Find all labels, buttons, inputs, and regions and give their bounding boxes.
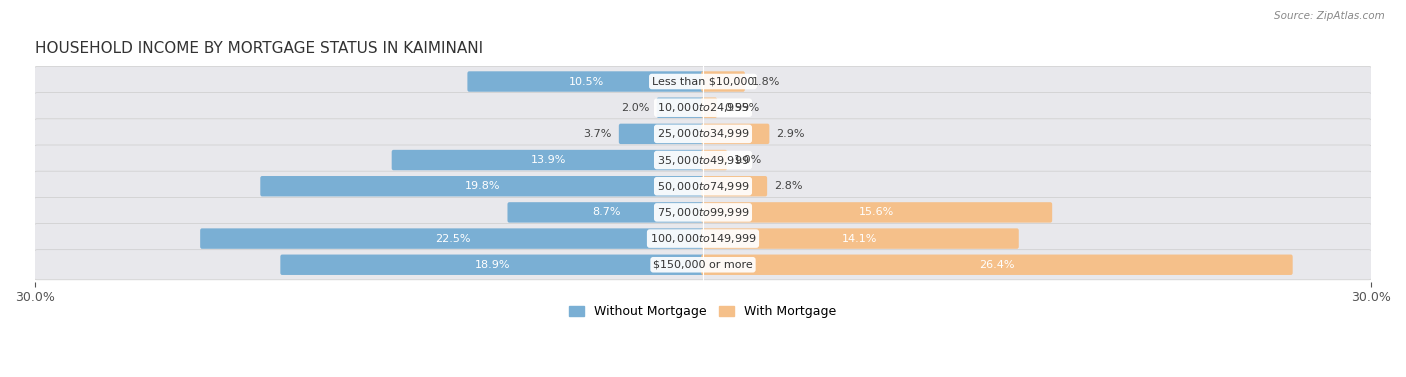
FancyBboxPatch shape [34,119,1372,149]
FancyBboxPatch shape [702,228,1019,249]
Text: $25,000 to $34,999: $25,000 to $34,999 [657,127,749,140]
Text: 1.0%: 1.0% [734,155,762,165]
Text: 18.9%: 18.9% [475,260,510,270]
FancyBboxPatch shape [702,71,745,92]
FancyBboxPatch shape [467,71,704,92]
Text: $75,000 to $99,999: $75,000 to $99,999 [657,206,749,219]
Text: 14.1%: 14.1% [842,234,877,244]
Text: $150,000 or more: $150,000 or more [654,260,752,270]
Text: 8.7%: 8.7% [592,207,620,218]
FancyBboxPatch shape [34,145,1372,175]
Text: $35,000 to $49,999: $35,000 to $49,999 [657,153,749,167]
FancyBboxPatch shape [34,93,1372,123]
FancyBboxPatch shape [200,228,704,249]
Text: $10,000 to $24,999: $10,000 to $24,999 [657,101,749,114]
Legend: Without Mortgage, With Mortgage: Without Mortgage, With Mortgage [564,300,842,323]
FancyBboxPatch shape [508,202,704,222]
FancyBboxPatch shape [34,197,1372,227]
Text: 22.5%: 22.5% [434,234,470,244]
Text: 13.9%: 13.9% [530,155,567,165]
FancyBboxPatch shape [702,124,769,144]
FancyBboxPatch shape [34,224,1372,254]
FancyBboxPatch shape [657,98,704,118]
FancyBboxPatch shape [619,124,704,144]
Text: 2.8%: 2.8% [775,181,803,191]
Text: 26.4%: 26.4% [979,260,1015,270]
FancyBboxPatch shape [702,254,1292,275]
Text: 1.8%: 1.8% [752,77,780,86]
Text: Source: ZipAtlas.com: Source: ZipAtlas.com [1274,11,1385,21]
FancyBboxPatch shape [702,98,717,118]
Text: 0.55%: 0.55% [724,103,759,113]
Text: 15.6%: 15.6% [859,207,894,218]
FancyBboxPatch shape [260,176,704,196]
FancyBboxPatch shape [392,150,704,170]
Text: $100,000 to $149,999: $100,000 to $149,999 [650,232,756,245]
FancyBboxPatch shape [34,171,1372,201]
FancyBboxPatch shape [702,202,1052,222]
FancyBboxPatch shape [702,176,768,196]
FancyBboxPatch shape [280,254,704,275]
FancyBboxPatch shape [702,150,727,170]
Text: $50,000 to $74,999: $50,000 to $74,999 [657,180,749,193]
Text: 2.0%: 2.0% [621,103,650,113]
Text: 3.7%: 3.7% [583,129,612,139]
FancyBboxPatch shape [34,250,1372,280]
Text: 19.8%: 19.8% [465,181,501,191]
Text: 10.5%: 10.5% [568,77,603,86]
FancyBboxPatch shape [34,66,1372,97]
Text: HOUSEHOLD INCOME BY MORTGAGE STATUS IN KAIMINANI: HOUSEHOLD INCOME BY MORTGAGE STATUS IN K… [35,41,484,57]
Text: 2.9%: 2.9% [776,129,806,139]
Text: Less than $10,000: Less than $10,000 [652,77,754,86]
